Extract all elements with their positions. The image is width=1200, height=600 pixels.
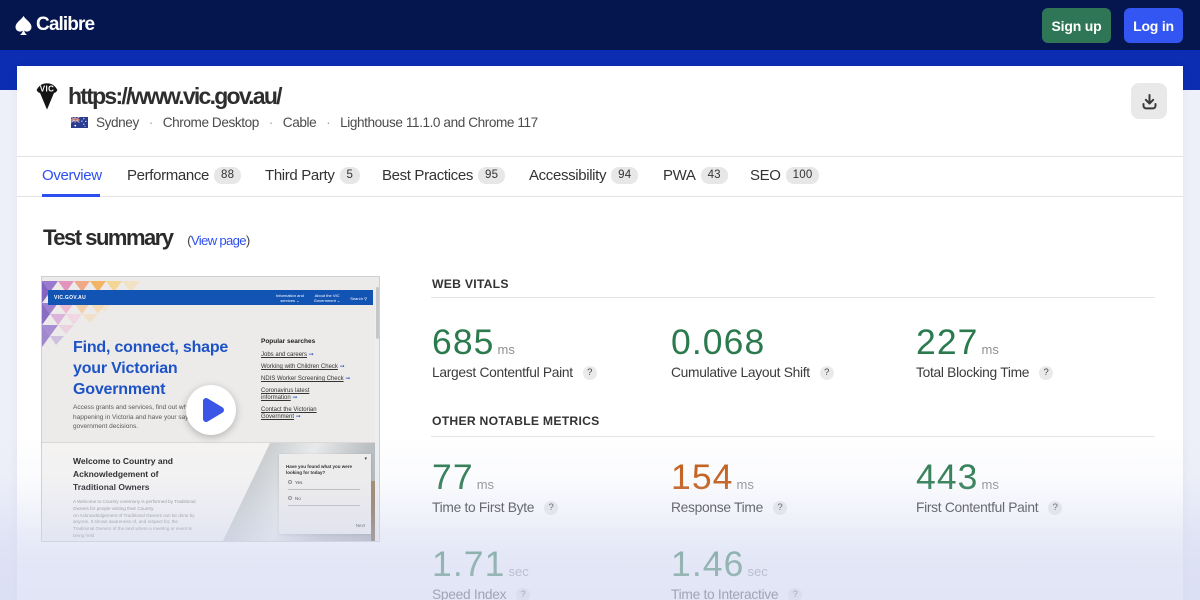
svg-text:VIC: VIC — [40, 85, 55, 94]
